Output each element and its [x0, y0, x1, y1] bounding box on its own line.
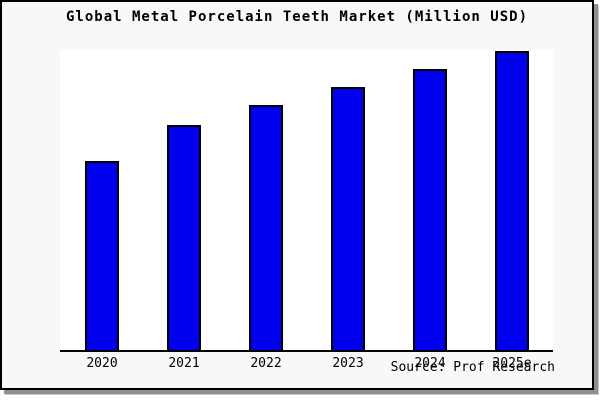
bar-2025e [495, 51, 529, 350]
chart-frame: Global Metal Porcelain Teeth Market (Mil… [0, 0, 594, 390]
plot-area: 2020 2021 2022 2023 2024 2025e [60, 50, 553, 371]
source-credit: Source: Prof Research [390, 360, 555, 375]
bar-2023 [331, 87, 365, 350]
x-tick-label-2023: 2023 [332, 356, 364, 371]
x-tick-label-2020: 2020 [86, 356, 118, 371]
bar-2024 [413, 69, 447, 350]
x-tick-label-2022: 2022 [250, 356, 282, 371]
x-tick-label-2024: 2024 [414, 356, 446, 371]
bar-2022 [249, 105, 283, 350]
bar-2021 [167, 125, 201, 350]
x-tick-label-2025e: 2025e [492, 356, 532, 371]
chart-title: Global Metal Porcelain Teeth Market (Mil… [65, 9, 528, 25]
x-tick-label-2021: 2021 [168, 356, 200, 371]
bar-2020 [85, 161, 119, 350]
